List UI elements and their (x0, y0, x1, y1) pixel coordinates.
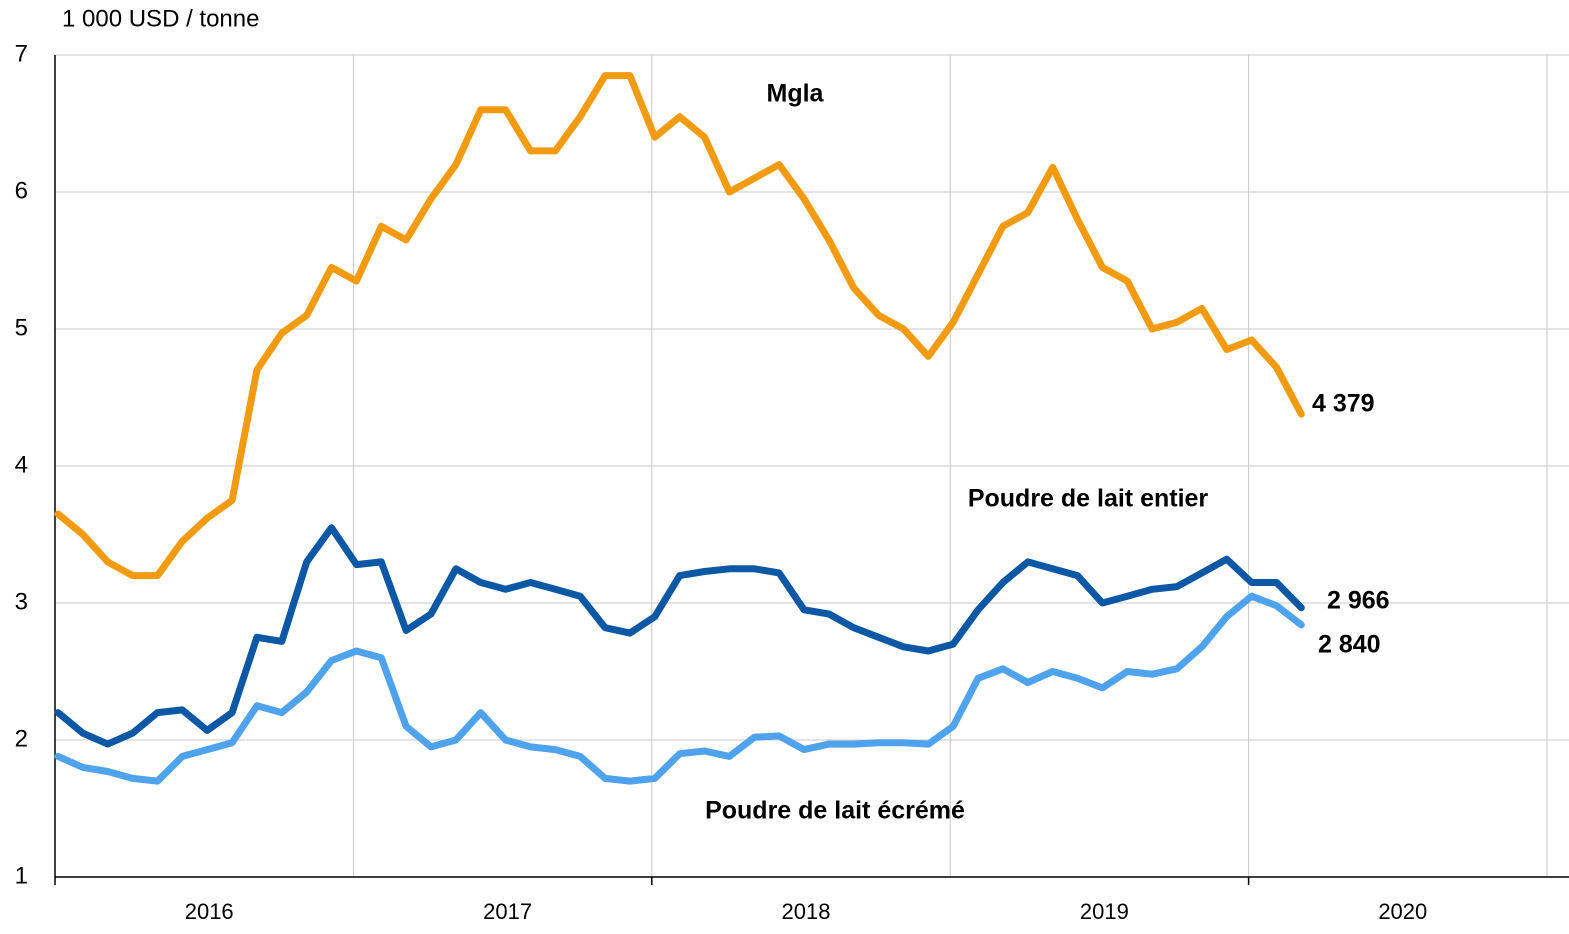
x-tick-label: 2019 (1080, 899, 1129, 924)
x-tick-label: 2016 (185, 899, 234, 924)
series-label: Poudre de lait écrémé (705, 797, 965, 825)
series-label: Poudre de lait entier (968, 485, 1209, 513)
y-tick-label: 4 (15, 451, 28, 478)
series-line (54, 72, 1305, 580)
x-tick-label: 2017 (483, 899, 532, 924)
y-axis-label: 1 000 USD / tonne (62, 5, 259, 32)
x-tick-label: 2018 (782, 899, 831, 924)
data-label: 2 966 (1327, 587, 1390, 615)
y-tick-label: 7 (15, 40, 28, 67)
y-tick-label: 5 (15, 314, 28, 341)
x-tick-label: 2020 (1378, 899, 1427, 924)
data-label: 4 379 (1312, 390, 1375, 418)
series-label: Mgla (767, 80, 825, 108)
y-tick-label: 2 (15, 725, 28, 752)
y-tick-label: 3 (15, 588, 28, 615)
y-tick-label: 6 (15, 177, 28, 204)
series-line (54, 524, 1305, 748)
y-tick-label: 1 (15, 862, 28, 889)
series-line (54, 592, 1305, 785)
data-label: 2 840 (1318, 631, 1381, 659)
